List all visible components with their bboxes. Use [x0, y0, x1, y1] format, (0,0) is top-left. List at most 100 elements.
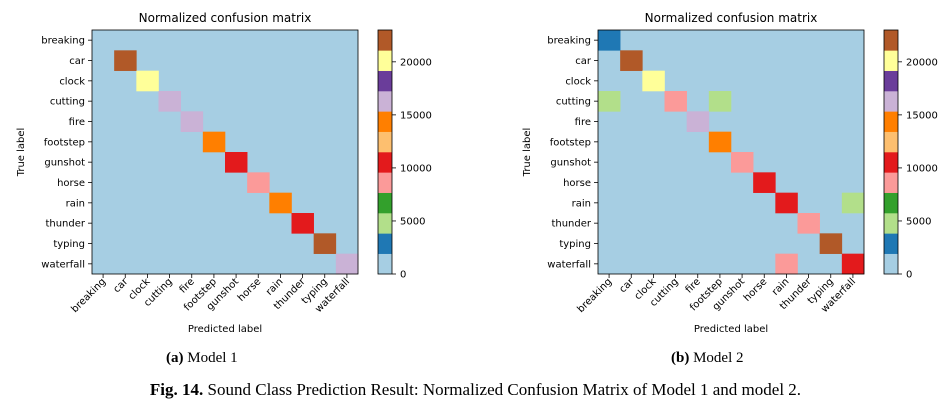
matrix-cell-rain-rain — [269, 192, 292, 214]
chart-title: Normalized confusion matrix — [645, 11, 818, 25]
y-tick-label-waterfall: waterfall — [547, 259, 591, 270]
subfigure-letter-a: (a) — [166, 350, 184, 366]
matrix-cell-thunder-thunder — [797, 213, 820, 234]
confusion-matrix-2: Normalized confusion matrix breaking car cl… — [522, 11, 938, 335]
matrix-cell-car-car — [114, 50, 137, 71]
matrix-cell-clock-clock — [136, 70, 159, 92]
colorbar-tick-label-10000: 10000 — [400, 163, 432, 174]
matrix-cell-gunshot-gunshot — [731, 152, 754, 173]
y-tick-label-rain: rain — [572, 198, 591, 209]
x-tick-label-horse: horse — [236, 276, 264, 304]
matrix-cell-typing-typing — [313, 233, 337, 254]
matrix-cell-breaking-breaking — [598, 30, 621, 51]
subfigure-label-model-2: (b) Model 2 — [671, 350, 744, 367]
colorbar-segment — [378, 30, 392, 51]
matrix-cell-horse-horse — [247, 172, 270, 193]
colorbar-segment — [378, 213, 392, 234]
y-tick-label-clock: clock — [59, 76, 85, 87]
y-tick-label-typing: typing — [559, 239, 591, 250]
matrix-cell-waterfall-waterfall — [335, 253, 359, 275]
matrix-cell-footstep-footstep — [202, 131, 226, 153]
y-tick-label-cutting: cutting — [50, 97, 85, 108]
matrix-cell-rain-rain — [775, 192, 798, 214]
x-axis-label: Predicted label — [188, 324, 262, 335]
colorbar-tick-label-0: 0 — [400, 270, 406, 281]
colorbar-tick-label-5000: 5000 — [906, 216, 931, 227]
colorbar-segment — [378, 253, 392, 275]
y-tick-label-fire: fire — [69, 117, 85, 128]
chart-title: Normalized confusion matrix — [139, 11, 312, 25]
colorbar-segment — [378, 70, 392, 92]
subfigure-text-a: Model 1 — [187, 350, 238, 366]
matrix-cell-fire-fire — [180, 111, 204, 132]
colorbar-tick-label-20000: 20000 — [400, 57, 432, 68]
y-axis-label: True label — [16, 128, 27, 178]
matrix-cell-waterfall-waterfall — [841, 253, 865, 275]
y-axis-label: True label — [522, 128, 533, 178]
matrix-cell-car-car — [620, 50, 643, 71]
y-tick-label-footstep: footstep — [550, 137, 591, 148]
y-tick-label-gunshot: gunshot — [550, 158, 591, 169]
y-tick-label-horse: horse — [563, 178, 591, 189]
y-tick-label-rain: rain — [66, 198, 85, 209]
colorbar-tick-label-10000: 10000 — [906, 163, 938, 174]
colorbar-segment — [884, 131, 898, 153]
matrix-cell-fire-fire — [686, 111, 710, 132]
figure-caption: Fig. 14. Sound Class Prediction Result: … — [0, 380, 951, 400]
colorbar-segment — [884, 172, 898, 193]
matrix-cell-cutting-cutting — [664, 91, 687, 112]
y-tick-label-footstep: footstep — [44, 137, 85, 148]
matrix-cell-waterfall-rain — [775, 253, 798, 275]
matrix-cell-cutting-cutting — [158, 91, 181, 112]
colorbar-segment — [884, 152, 898, 173]
matrix-cell-clock-clock — [642, 70, 665, 92]
y-tick-label-gunshot: gunshot — [44, 158, 85, 169]
x-axis-label: Predicted label — [694, 324, 768, 335]
caption-label: Fig. 14. — [149, 380, 204, 399]
colorbar-tick-label-5000: 5000 — [400, 216, 425, 227]
colorbar-frame — [883, 29, 899, 275]
colorbar-tick-label-20000: 20000 — [906, 57, 938, 68]
subfigure-text-b: Model 2 — [693, 350, 744, 366]
confusion-matrix-1: Normalized confusion matrix breaking car cl… — [16, 11, 432, 335]
colorbar-segment — [378, 50, 392, 71]
y-tick-label-breaking: breaking — [547, 36, 591, 47]
subfigure-label-model-1: (a) Model 1 — [166, 350, 238, 367]
x-tick-label-breaking: breaking — [69, 276, 108, 315]
y-tick-label-waterfall: waterfall — [41, 259, 85, 270]
colorbar-segment — [378, 131, 392, 153]
y-tick-label-car: car — [69, 56, 86, 67]
colorbar-segment — [378, 152, 392, 173]
matrix-cell-cutting-breaking — [598, 91, 621, 112]
x-tick-label-breaking: breaking — [575, 276, 614, 315]
y-tick-label-cutting: cutting — [556, 97, 591, 108]
colorbar-segment — [378, 172, 392, 193]
colorbar-segment — [378, 192, 392, 214]
y-tick-label-thunder: thunder — [45, 219, 85, 230]
colorbar-segment — [884, 91, 898, 112]
matrix-cell-thunder-thunder — [291, 213, 314, 234]
matrix-cell-gunshot-gunshot — [225, 152, 248, 173]
matrix-frame — [597, 29, 865, 275]
y-tick-label-typing: typing — [53, 239, 85, 250]
colorbar-segment — [884, 253, 898, 275]
colorbar-segment — [884, 192, 898, 214]
y-tick-label-horse: horse — [57, 178, 85, 189]
colorbar-segment — [378, 233, 392, 254]
colorbar-segment — [378, 111, 392, 132]
colorbar-tick-label-0: 0 — [906, 270, 912, 281]
colorbar-segment — [378, 91, 392, 112]
colorbar-segment — [884, 30, 898, 51]
colorbar-tick-label-15000: 15000 — [400, 110, 432, 121]
matrix-frame — [91, 29, 359, 275]
matrix-cell-rain-waterfall — [841, 192, 865, 214]
matrix-cell-typing-typing — [819, 233, 843, 254]
matrix-cell-horse-horse — [753, 172, 776, 193]
colorbar-segment — [884, 111, 898, 132]
y-tick-label-thunder: thunder — [551, 219, 591, 230]
y-tick-label-car: car — [575, 56, 592, 67]
matrix-cell-footstep-footstep — [708, 131, 732, 153]
y-tick-label-clock: clock — [565, 76, 591, 87]
colorbar-frame — [377, 29, 393, 275]
